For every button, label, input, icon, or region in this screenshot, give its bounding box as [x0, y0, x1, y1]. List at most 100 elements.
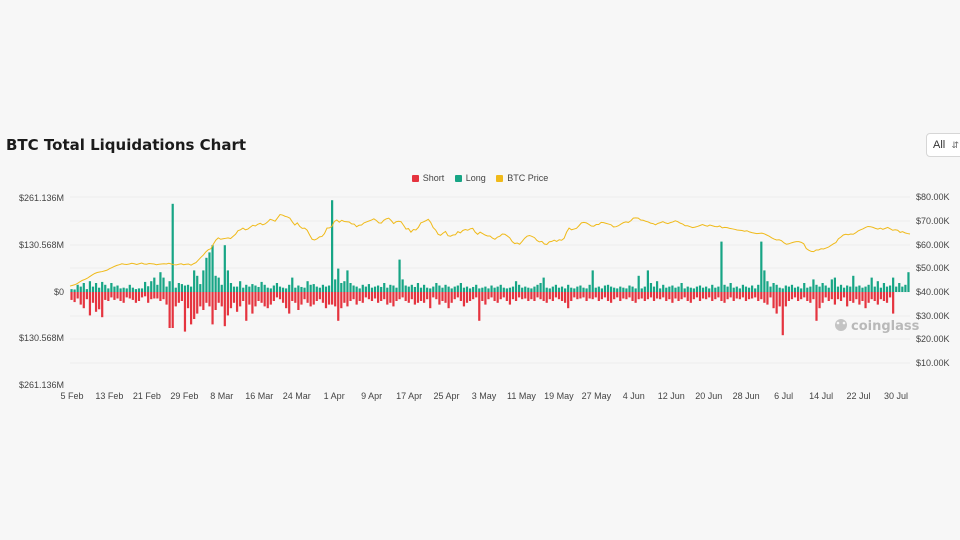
short-bar[interactable]: [662, 292, 665, 298]
long-bar[interactable]: [465, 286, 469, 292]
long-bar[interactable]: [349, 283, 352, 292]
short-bar[interactable]: [239, 292, 242, 307]
short-bar[interactable]: [422, 292, 426, 303]
short-bar[interactable]: [609, 292, 613, 303]
long-bar[interactable]: [113, 286, 116, 292]
long-bar[interactable]: [266, 287, 269, 292]
long-bar[interactable]: [606, 284, 610, 292]
long-bar[interactable]: [364, 286, 367, 292]
long-bar[interactable]: [625, 288, 628, 292]
long-bar[interactable]: [125, 288, 128, 292]
long-bar[interactable]: [217, 277, 220, 292]
long-bar[interactable]: [833, 277, 836, 292]
long-bar[interactable]: [637, 275, 640, 292]
long-bar[interactable]: [232, 286, 236, 292]
short-bar[interactable]: [551, 292, 554, 301]
short-bar[interactable]: [217, 292, 220, 303]
long-bar[interactable]: [346, 270, 349, 292]
short-bar[interactable]: [827, 292, 830, 301]
short-bar[interactable]: [465, 292, 469, 303]
long-bar[interactable]: [842, 287, 846, 292]
short-bar[interactable]: [481, 292, 484, 301]
long-bar[interactable]: [502, 287, 505, 292]
short-bar[interactable]: [450, 292, 453, 303]
short-bar[interactable]: [128, 292, 131, 299]
short-bar[interactable]: [772, 292, 775, 309]
short-bar[interactable]: [861, 292, 864, 301]
long-bar[interactable]: [337, 268, 340, 292]
short-bar[interactable]: [260, 292, 263, 303]
short-bar[interactable]: [263, 292, 266, 307]
long-bar[interactable]: [352, 285, 355, 292]
long-bar[interactable]: [885, 286, 889, 292]
long-bar[interactable]: [527, 287, 530, 292]
short-bar[interactable]: [692, 292, 695, 300]
long-bar[interactable]: [275, 283, 279, 292]
short-bar[interactable]: [643, 292, 646, 301]
long-bar[interactable]: [735, 286, 738, 292]
short-bar[interactable]: [882, 292, 886, 301]
short-bar[interactable]: [487, 292, 490, 300]
long-bar[interactable]: [505, 288, 508, 292]
short-bar[interactable]: [214, 292, 217, 310]
long-bar[interactable]: [609, 286, 613, 292]
short-bar[interactable]: [514, 292, 518, 301]
short-bar[interactable]: [278, 292, 282, 300]
short-bar[interactable]: [787, 292, 791, 301]
long-bar[interactable]: [723, 284, 726, 292]
short-bar[interactable]: [429, 292, 432, 309]
long-bar[interactable]: [180, 284, 183, 292]
long-bar[interactable]: [603, 285, 607, 292]
long-bar[interactable]: [134, 289, 138, 292]
short-bar[interactable]: [346, 292, 349, 307]
short-bar[interactable]: [223, 292, 226, 327]
short-bar[interactable]: [300, 292, 303, 305]
long-bar[interactable]: [772, 283, 775, 292]
short-bar[interactable]: [334, 292, 337, 307]
short-bar[interactable]: [775, 292, 778, 314]
short-bar[interactable]: [888, 292, 892, 298]
long-bar[interactable]: [447, 286, 450, 292]
long-bar[interactable]: [223, 245, 226, 292]
long-bar[interactable]: [171, 203, 174, 292]
long-bar[interactable]: [564, 288, 567, 292]
short-bar[interactable]: [211, 292, 214, 325]
short-bar[interactable]: [858, 292, 861, 305]
long-bar[interactable]: [790, 284, 794, 292]
long-bar[interactable]: [567, 284, 570, 292]
long-bar[interactable]: [751, 285, 754, 292]
short-bar[interactable]: [714, 292, 717, 300]
long-bar[interactable]: [560, 286, 564, 292]
short-bar[interactable]: [364, 292, 367, 298]
long-bar[interactable]: [490, 285, 493, 292]
short-bar[interactable]: [410, 292, 413, 300]
short-bar[interactable]: [318, 292, 321, 300]
short-bar[interactable]: [833, 292, 836, 305]
long-bar[interactable]: [70, 289, 73, 292]
long-bar[interactable]: [73, 289, 76, 292]
short-bar[interactable]: [493, 292, 496, 301]
short-bar[interactable]: [499, 292, 502, 300]
long-bar[interactable]: [156, 284, 159, 292]
long-bar[interactable]: [85, 289, 88, 292]
short-bar[interactable]: [251, 292, 254, 314]
short-bar[interactable]: [266, 292, 269, 309]
long-bar[interactable]: [570, 287, 573, 292]
short-bar[interactable]: [321, 292, 325, 303]
short-bar[interactable]: [846, 292, 849, 307]
long-bar[interactable]: [895, 286, 898, 292]
short-bar[interactable]: [377, 292, 380, 303]
long-bar[interactable]: [208, 252, 211, 292]
long-bar[interactable]: [763, 270, 766, 292]
long-bar[interactable]: [331, 200, 334, 292]
short-bar[interactable]: [447, 292, 450, 309]
long-bar[interactable]: [407, 286, 410, 292]
long-bar[interactable]: [744, 286, 748, 292]
long-bar[interactable]: [79, 286, 82, 292]
long-bar[interactable]: [830, 279, 833, 292]
range-select[interactable]: All ⇵: [926, 133, 960, 157]
long-bar[interactable]: [340, 283, 343, 292]
long-bar[interactable]: [836, 286, 840, 292]
short-bar[interactable]: [183, 292, 187, 332]
long-bar[interactable]: [303, 287, 306, 292]
